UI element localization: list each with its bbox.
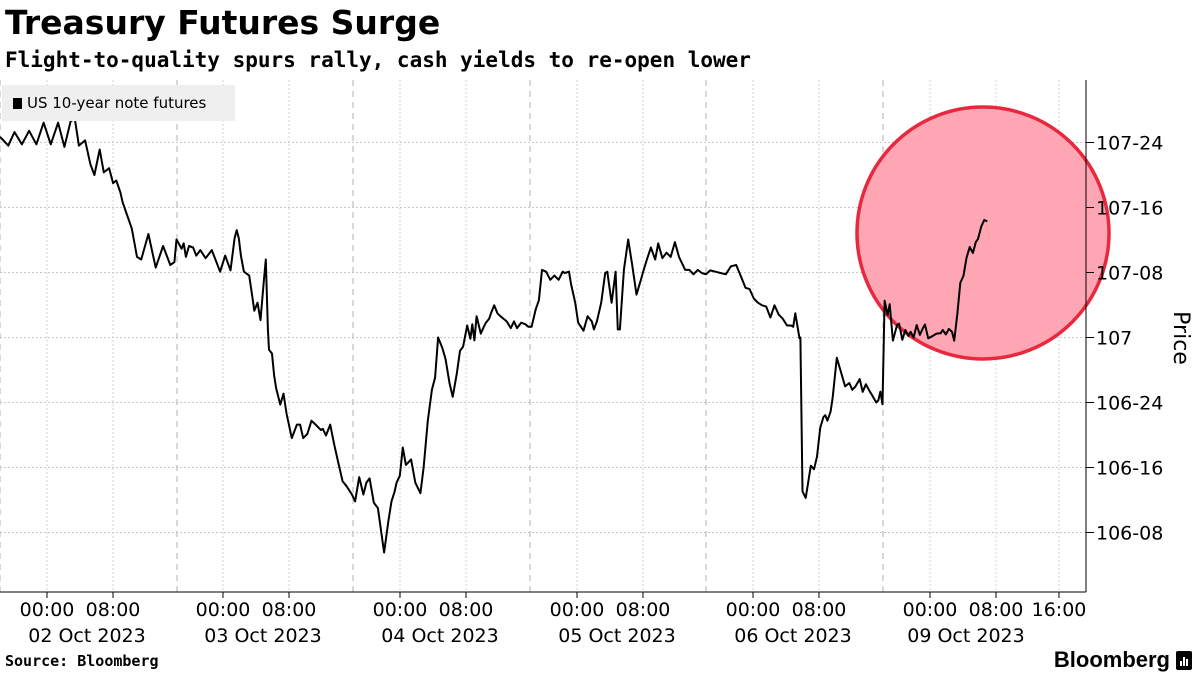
series-lines [0,117,988,554]
legend-swatch [13,97,22,109]
x-tick-label: 08:00 [439,599,494,621]
source-note: Source: Bloomberg [5,652,159,670]
x-date-label: 05 Oct 2023 [558,625,675,647]
y-tick-label: 106-24 [1096,393,1163,415]
brand-name: Bloomberg [1053,647,1170,672]
x-date-label: 04 Oct 2023 [381,625,498,647]
x-date-label: 09 Oct 2023 [907,625,1024,647]
x-tick-label: 08:00 [86,599,141,621]
x-tick-label: 00:00 [373,599,428,621]
y-tick-label: 107-24 [1096,133,1163,155]
y-tick-label: 106-08 [1096,523,1163,545]
x-tick-label: 08:00 [792,599,847,621]
y-tick-label: 106-16 [1096,458,1163,480]
y-axis-label: Price [1168,311,1193,365]
y-tick-label: 107 [1096,328,1132,350]
x-tick-label: 00:00 [196,599,251,621]
bloomberg-icon [1176,650,1192,670]
x-tick-label: 00:00 [550,599,605,621]
y-tick-label: 107-16 [1096,198,1163,220]
legend: US 10-year note futures [2,85,235,121]
x-tick-label: 00:00 [20,599,75,621]
x-tick-label: 00:00 [903,599,958,621]
x-tick-label: 08:00 [616,599,671,621]
legend-label: US 10-year note futures [27,94,207,112]
axes: 106-08 106-16 106-24 107 107-08 107-16 107-24 0… [0,80,1163,647]
brand-logo: Bloomberg [1054,646,1192,674]
x-date-label: 06 Oct 2023 [734,625,851,647]
series-line-us-10-year-note-futures [0,117,988,554]
x-tick-label: 08:00 [969,599,1024,621]
highlight-circle [855,105,1111,361]
x-tick-label: 00:00 [726,599,781,621]
highlight-region [855,105,1111,361]
x-date-label: 02 Oct 2023 [28,625,145,647]
y-tick-label: 107-08 [1096,263,1163,285]
x-tick-label: 08:00 [262,599,317,621]
x-date-label: 03 Oct 2023 [204,625,321,647]
x-tick-label: 16:00 [1032,599,1087,621]
chart-title: Treasury Futures Surge [5,3,441,42]
chart-subtitle: Flight-to-quality spurs rally, cash yiel… [5,48,751,72]
